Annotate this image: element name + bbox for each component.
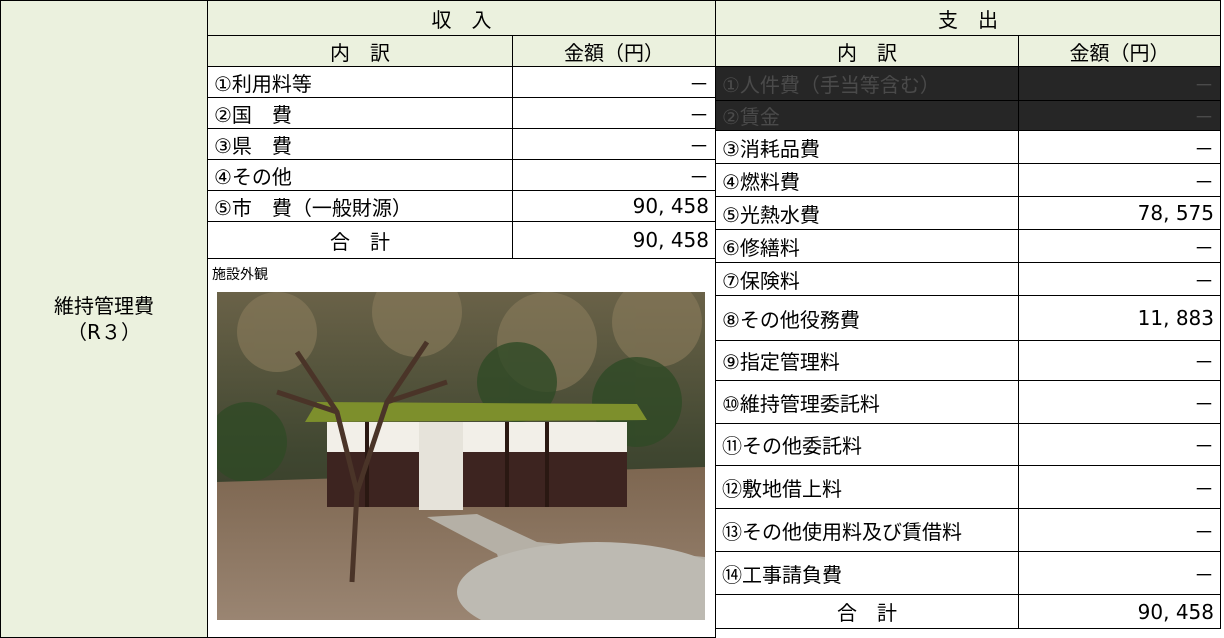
item-amount: － — [512, 128, 716, 160]
total-amount: 90, 458 — [512, 221, 716, 259]
column-header: 内 訳 — [715, 35, 1019, 67]
item-amount: － — [1018, 551, 1221, 595]
item-amount: － — [1018, 380, 1221, 424]
item-label: ⑦保険料 — [715, 262, 1019, 296]
item-label: ③消耗品費 — [715, 130, 1019, 164]
item-label: ⑤光熱水費 — [715, 196, 1019, 230]
column-header: 金額（円） — [1018, 35, 1221, 67]
item-label: ⑨指定管理料 — [715, 340, 1019, 381]
section-heading: 支 出 — [715, 0, 1221, 36]
item-amount: － — [1018, 229, 1221, 263]
total-label: 合 計 — [207, 221, 513, 259]
side-label-cell: 維持管理費 （R３） — [0, 0, 208, 638]
item-label: ⑩維持管理委託料 — [715, 380, 1019, 424]
item-label: ⑭工事請負費 — [715, 551, 1019, 595]
total-label: 合 計 — [715, 594, 1019, 629]
item-amount: 11, 883 — [1018, 295, 1221, 341]
item-amount: － — [1018, 423, 1221, 466]
side-label: 維持管理費 — [54, 294, 154, 318]
item-label: ⑤市 費（一般財源） — [207, 190, 513, 222]
item-amount: － — [1018, 130, 1221, 164]
item-amount: － — [1018, 163, 1221, 197]
item-label: ⑬その他使用料及び賃借料 — [715, 508, 1019, 552]
item-amount: － — [512, 97, 716, 129]
item-amount: － — [1018, 340, 1221, 381]
item-label: ⑫敷地借上料 — [715, 465, 1019, 509]
section-heading: 収 入 — [207, 0, 716, 36]
column-header: 金額（円） — [512, 35, 716, 67]
photo-caption: 施設外観 — [212, 267, 268, 283]
item-label: ⑪その他委託料 — [715, 423, 1019, 466]
item-amount: 78, 575 — [1018, 196, 1221, 230]
item-amount: 90, 458 — [512, 190, 716, 222]
item-label: ⑧その他役務費 — [715, 295, 1019, 341]
side-label: （R３） — [67, 320, 141, 344]
item-label: ①利用料等 — [207, 66, 513, 98]
item-amount: － — [1018, 262, 1221, 296]
item-label: ④燃料費 — [715, 163, 1019, 197]
total-amount: 90, 458 — [1018, 594, 1221, 629]
item-label: ②賃金 — [715, 100, 1019, 131]
item-label: ①人件費（手当等含む） — [715, 66, 1019, 101]
item-amount: － — [512, 159, 716, 191]
item-amount: － — [1018, 508, 1221, 552]
facility-photo — [217, 292, 705, 620]
column-header: 内 訳 — [207, 35, 513, 67]
item-amount: － — [1018, 465, 1221, 509]
item-amount: － — [1018, 66, 1221, 101]
item-amount: － — [512, 66, 716, 98]
photo-cell: 施設外観 — [207, 258, 716, 638]
item-label: ④その他 — [207, 159, 513, 191]
item-label: ⑥修繕料 — [715, 229, 1019, 263]
item-label: ②国 費 — [207, 97, 513, 129]
item-label: ③県 費 — [207, 128, 513, 160]
item-amount: － — [1018, 100, 1221, 131]
